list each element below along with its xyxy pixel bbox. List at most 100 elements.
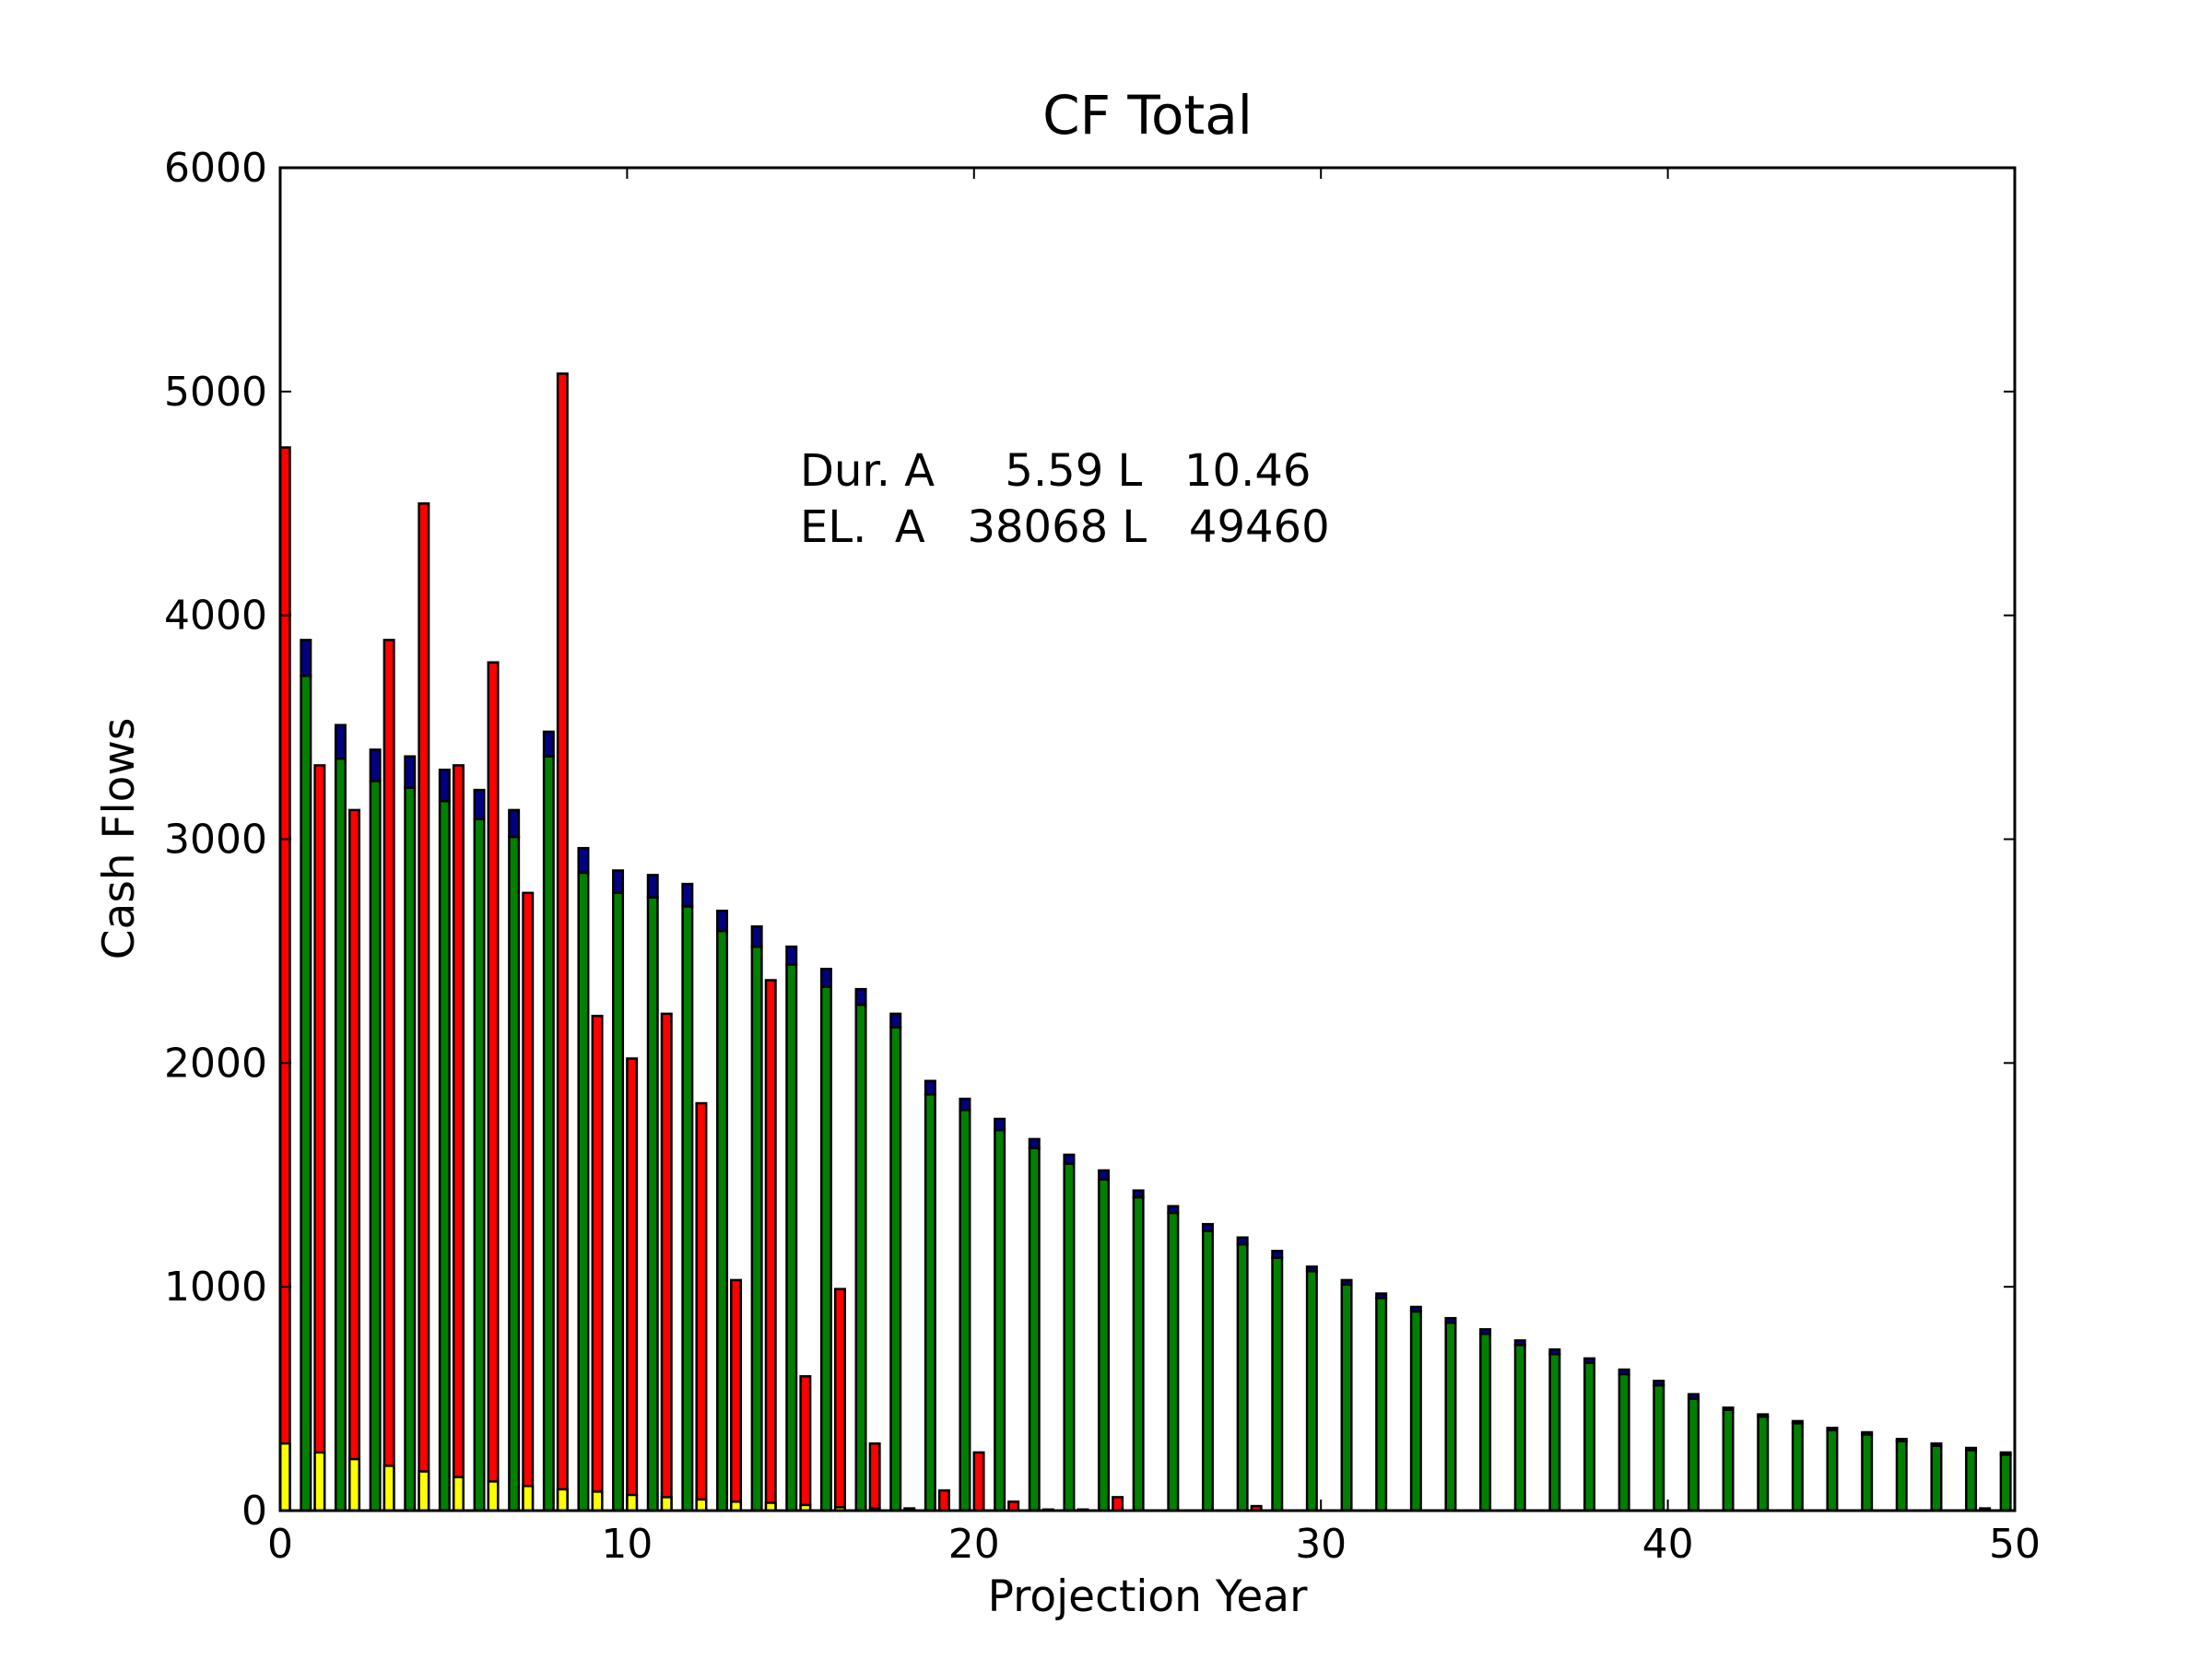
bar-s2-y16	[854, 1003, 867, 1512]
bar-s2-y8	[577, 871, 590, 1512]
bar-s3-y0	[300, 639, 312, 677]
bar-s3-y47	[1930, 1441, 1943, 1447]
bar-s2-y13	[750, 945, 763, 1512]
x-tick-label: 40	[1642, 1521, 1694, 1568]
bar-s0-y19	[937, 1488, 950, 1512]
duration-annotation: Dur. A 5.59 L 10.46	[800, 445, 1311, 497]
bar-s3-y27	[1236, 1236, 1249, 1246]
bar-s3-y7	[542, 730, 555, 758]
bar-s3-y34	[1479, 1328, 1492, 1335]
bar-s3-y18	[924, 1079, 936, 1096]
bar-s1-y0	[278, 1441, 291, 1512]
bar-s1-y2	[348, 1457, 361, 1512]
bar-s2-y20	[994, 1128, 1006, 1512]
bar-s2-y38	[1618, 1372, 1630, 1512]
bar-s2-y1	[334, 757, 347, 1512]
bar-s0-y20	[972, 1451, 985, 1512]
bar-s2-y46	[1895, 1440, 1908, 1512]
bar-s3-y42	[1757, 1413, 1770, 1418]
bar-s3-y32	[1409, 1305, 1422, 1313]
plot-frame	[278, 166, 2017, 1512]
bar-s2-y4	[438, 799, 451, 1512]
bar-s3-y9	[612, 869, 625, 895]
bar-s3-y45	[1861, 1430, 1874, 1436]
bar-s2-y23	[1098, 1178, 1111, 1512]
y-tick-label: 3000	[164, 817, 267, 864]
y-tick-label: 6000	[164, 145, 267, 192]
bar-s3-y25	[1167, 1205, 1180, 1215]
y-axis-label: Cash Flows	[94, 718, 145, 960]
y-tick-label: 5000	[164, 369, 267, 416]
bar-s3-y49	[1999, 1451, 2012, 1456]
x-tick-label: 50	[1989, 1521, 2041, 1568]
bar-s3-y10	[646, 874, 659, 899]
ticks-layer: 0 10 20 30 40 50 0 1000 2000 3000 4000 5000 6000	[164, 145, 2041, 1568]
bar-s0-y4	[418, 502, 430, 1512]
bar-s0-y15	[799, 1375, 812, 1512]
bar-s3-y41	[1722, 1406, 1735, 1411]
bar-s2-y22	[1063, 1162, 1076, 1512]
bar-s0-y17	[868, 1441, 881, 1512]
bar-s0-y12	[695, 1101, 708, 1512]
bar-s0-y7	[522, 891, 535, 1512]
bar-s2-y14	[785, 963, 798, 1512]
bar-s3-y6	[508, 808, 521, 839]
bar-s2-y18	[924, 1093, 936, 1512]
bar-s3-y16	[854, 987, 867, 1006]
bar-s3-y31	[1375, 1292, 1388, 1300]
bar-s2-y37	[1583, 1361, 1596, 1512]
bar-s2-y43	[1791, 1422, 1804, 1512]
bar-s2-y33	[1444, 1321, 1457, 1512]
bar-s3-y40	[1687, 1393, 1700, 1400]
bar-s3-y44	[1826, 1426, 1839, 1431]
bar-s2-y11	[681, 905, 694, 1512]
bar-s3-y36	[1548, 1347, 1561, 1356]
bar-s0-y14	[764, 979, 777, 1512]
bar-s3-y21	[1028, 1137, 1041, 1149]
bar-s3-y15	[819, 968, 832, 988]
bar-s2-y10	[646, 896, 659, 1512]
bar-s3-y2	[369, 748, 382, 782]
bar-s2-y44	[1826, 1429, 1839, 1512]
bar-s2-y34	[1479, 1332, 1492, 1512]
bar-s3-y17	[889, 1012, 902, 1029]
bar-s3-y39	[1653, 1379, 1665, 1387]
bar-s2-y39	[1653, 1383, 1665, 1512]
bar-s3-y37	[1583, 1357, 1596, 1365]
expected-loss-annotation: EL. A 38068 L 49460	[800, 501, 1330, 553]
bar-s2-y36	[1548, 1352, 1561, 1512]
bar-s3-y3	[404, 755, 417, 789]
bar-s2-y24	[1132, 1195, 1145, 1512]
bar-s2-y26	[1201, 1230, 1214, 1512]
bar-s2-y17	[889, 1026, 902, 1512]
bar-s2-y19	[959, 1109, 971, 1512]
bar-s1-y7	[522, 1485, 535, 1512]
bar-s3-y29	[1305, 1265, 1318, 1273]
bar-s3-y20	[994, 1117, 1006, 1132]
bar-s2-y35	[1513, 1344, 1526, 1512]
bar-s3-y23	[1098, 1169, 1111, 1181]
bar-s2-y25	[1167, 1211, 1180, 1512]
bar-s3-y33	[1444, 1316, 1457, 1324]
bar-s2-y21	[1028, 1147, 1041, 1512]
bar-s1-y4	[418, 1470, 430, 1512]
bar-s2-y27	[1236, 1242, 1249, 1512]
bars-layer	[278, 372, 2012, 1512]
bar-s0-y0	[278, 446, 291, 1512]
bar-s2-y0	[300, 674, 312, 1512]
bar-s2-y49	[1999, 1453, 2012, 1512]
bar-s0-y9	[591, 1015, 604, 1512]
bar-s3-y19	[959, 1097, 971, 1112]
bar-s2-y15	[819, 985, 832, 1512]
x-tick-label: 30	[1295, 1521, 1347, 1568]
bar-s2-y12	[716, 929, 729, 1512]
bar-s3-y12	[716, 909, 729, 933]
bar-s1-y3	[382, 1465, 395, 1512]
bar-s3-y28	[1271, 1250, 1284, 1259]
chart-title: CF Total	[1042, 84, 1253, 147]
bar-s0-y10	[626, 1057, 639, 1512]
x-tick-label: 20	[948, 1521, 1000, 1568]
bar-s3-y8	[577, 846, 590, 875]
bar-s3-y46	[1895, 1438, 1908, 1442]
y-tick-label: 4000	[164, 593, 267, 640]
